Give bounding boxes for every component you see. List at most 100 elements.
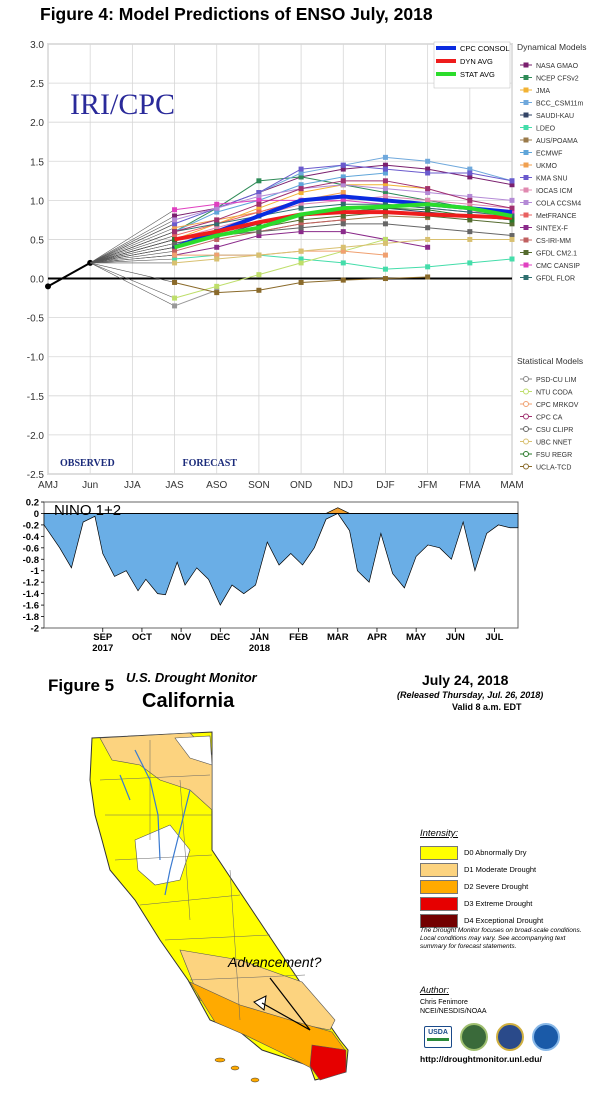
- y-tick-label: -2.0: [27, 431, 45, 442]
- y-tick-label: 1.5: [30, 157, 44, 168]
- series-point: [425, 244, 431, 250]
- series-point: [509, 182, 515, 188]
- series-point: [256, 193, 262, 199]
- statistical-legend-marker: [523, 438, 529, 445]
- statistical-legend-marker: [523, 426, 529, 432]
- nino-y-tick-label: -0.6: [23, 543, 39, 554]
- nino-y-tick-label: -1: [31, 566, 40, 577]
- series-point: [382, 213, 388, 219]
- series-point: [467, 193, 473, 199]
- series-point: [467, 201, 473, 207]
- series-point: [467, 209, 473, 215]
- series-point: [256, 190, 262, 196]
- fan-line: [90, 239, 175, 264]
- series-point: [298, 166, 304, 172]
- series-point: [425, 264, 431, 270]
- dynamical-legend-label: KMA SNU: [536, 176, 568, 183]
- series-point: [509, 221, 515, 227]
- y-tick-label: 0.5: [30, 235, 44, 246]
- nino-y-tick-label: -0.4: [23, 532, 40, 543]
- series-point: [340, 201, 346, 207]
- y-tick-label: -2.5: [27, 470, 45, 481]
- series-point: [467, 229, 473, 235]
- series-point: [172, 240, 178, 246]
- no-drought-area: [174, 735, 213, 766]
- legend-label: D1 Moderate Drought: [464, 865, 537, 874]
- series-point: [425, 158, 431, 164]
- legend-row-d0: D0 Abnormally Dry: [420, 844, 590, 861]
- fan-line: [90, 246, 175, 264]
- drought-monitor-title: U.S. Drought Monitor: [126, 670, 257, 685]
- series-point: [172, 256, 178, 262]
- fan-line: [90, 243, 175, 264]
- series-point: [214, 283, 220, 289]
- series-point: [256, 233, 262, 239]
- enso-plume-chart: 3.0 2.5 2.0 1.5 1.0 0.5 0.0 -0.5 -1.0 -1.5 -2.0 -2.…: [27, 40, 587, 491]
- series-point: [172, 233, 178, 239]
- x-tick-label: SON: [248, 480, 270, 491]
- author-person: Chris Fenimore: [420, 999, 468, 1006]
- release-date: (Released Thursday, Jul. 26, 2018): [397, 690, 544, 700]
- legend-label: D2 Severe Drought: [464, 882, 529, 891]
- dynamical-legend-marker: [523, 225, 529, 230]
- series-line: [174, 210, 513, 242]
- nino-y-tick-label: -1.2: [23, 578, 39, 589]
- series-point: [340, 217, 346, 223]
- nino-x-tick-label: DEC: [210, 632, 230, 643]
- nino12-chart: 0.20-0.2-0.4-0.6-0.8-1-1.2-1.4-1.6-1.8-2…: [23, 498, 519, 654]
- series-point: [509, 197, 515, 203]
- legend-swatch: [420, 913, 458, 928]
- dynamical-legend-label: LDEO: [536, 126, 556, 133]
- dynamical-legend-label: AUS/POAMA: [536, 138, 578, 145]
- dynamical-legend-label: JMA: [536, 88, 550, 95]
- series-point: [172, 217, 178, 223]
- series-point: [382, 236, 388, 242]
- series-point: [382, 252, 388, 258]
- california-drought-map: Advancement?: [89, 731, 349, 1083]
- series-point: [467, 170, 473, 176]
- dynamical-legend-label: NASA GMAO: [536, 63, 579, 70]
- series-point: [298, 260, 304, 266]
- series-point: [214, 225, 220, 231]
- nino-x-tick-label: NOV: [171, 632, 192, 643]
- dynamical-legend-marker: [523, 175, 529, 180]
- series-point: [214, 252, 220, 258]
- series-point: [298, 225, 304, 231]
- fan-line: [90, 262, 175, 283]
- forecast-label: FORECAST: [183, 458, 238, 469]
- drought-center-logo: [460, 1023, 488, 1051]
- series-line: [174, 238, 386, 299]
- series-point: [509, 178, 515, 184]
- legend-swatch: [420, 879, 458, 894]
- fan-line: [90, 209, 175, 264]
- series-point: [340, 162, 346, 168]
- legend-title: Intensity:: [420, 828, 459, 839]
- fan-line: [90, 258, 175, 264]
- dynamical-legend-label: GFDL FLOR: [536, 276, 575, 283]
- statistical-legend-marker: [523, 388, 529, 395]
- author-org: NCEI/NESDIS/NOAA: [420, 1008, 487, 1015]
- series-point: [382, 201, 388, 207]
- series-point: [382, 154, 388, 160]
- dynamical-legend-label: COLA CCSM4: [536, 201, 581, 208]
- series-point: [298, 229, 304, 235]
- legend-label: D0 Abnormally Dry: [464, 848, 527, 857]
- fan-line: [90, 250, 175, 264]
- nino-y-tick-label: -1.4: [23, 589, 40, 600]
- series-point: [298, 182, 304, 188]
- highlight-legend-label: CPC CONSOL: [460, 44, 510, 53]
- series-point: [256, 287, 262, 293]
- series-point: [425, 207, 431, 213]
- series-point: [382, 178, 388, 184]
- statistical-legend-title: Statistical Models: [517, 356, 583, 366]
- statistical-legend-label: CPC CA: [536, 415, 563, 422]
- nino-y-tick-label: 0.2: [26, 498, 39, 509]
- state-title: California: [142, 690, 235, 712]
- series-point: [172, 279, 178, 285]
- series-point: [172, 213, 178, 219]
- dynamical-legend-label: NCEP CFSv2: [536, 76, 579, 83]
- series-point: [425, 274, 431, 280]
- fan-line: [90, 235, 175, 264]
- dynamical-legend-marker: [523, 62, 529, 68]
- nino-y-tick-label: -0.8: [23, 555, 39, 566]
